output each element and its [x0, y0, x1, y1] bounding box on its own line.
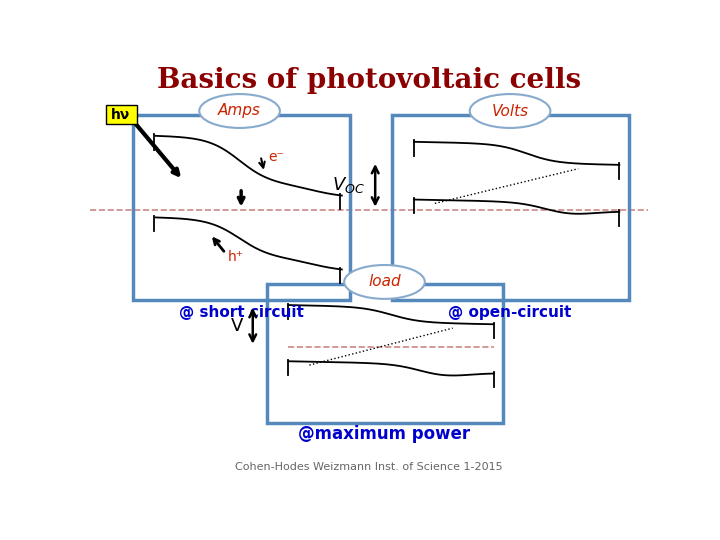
Bar	[266, 284, 503, 423]
Text: Volts: Volts	[492, 104, 528, 118]
Text: V: V	[231, 317, 243, 335]
Text: e⁻: e⁻	[269, 150, 284, 164]
Text: h⁺: h⁺	[228, 251, 244, 264]
Ellipse shape	[199, 94, 280, 128]
Ellipse shape	[344, 265, 425, 299]
Text: Basics of photovoltaic cells: Basics of photovoltaic cells	[157, 67, 581, 94]
Text: $V_{OC}$: $V_{OC}$	[332, 176, 365, 195]
Text: @maximum power: @maximum power	[298, 426, 471, 443]
Bar	[132, 115, 350, 300]
Bar	[392, 115, 629, 300]
Text: load: load	[368, 274, 401, 289]
Ellipse shape	[469, 94, 550, 128]
Text: Amps: Amps	[218, 104, 261, 118]
Text: hν: hν	[112, 108, 130, 122]
Text: @ open-circuit: @ open-circuit	[449, 305, 572, 320]
Text: Cohen-Hodes Weizmann Inst. of Science 1-2015: Cohen-Hodes Weizmann Inst. of Science 1-…	[235, 462, 503, 472]
Text: @ short circuit: @ short circuit	[179, 305, 304, 320]
Bar	[106, 105, 137, 124]
